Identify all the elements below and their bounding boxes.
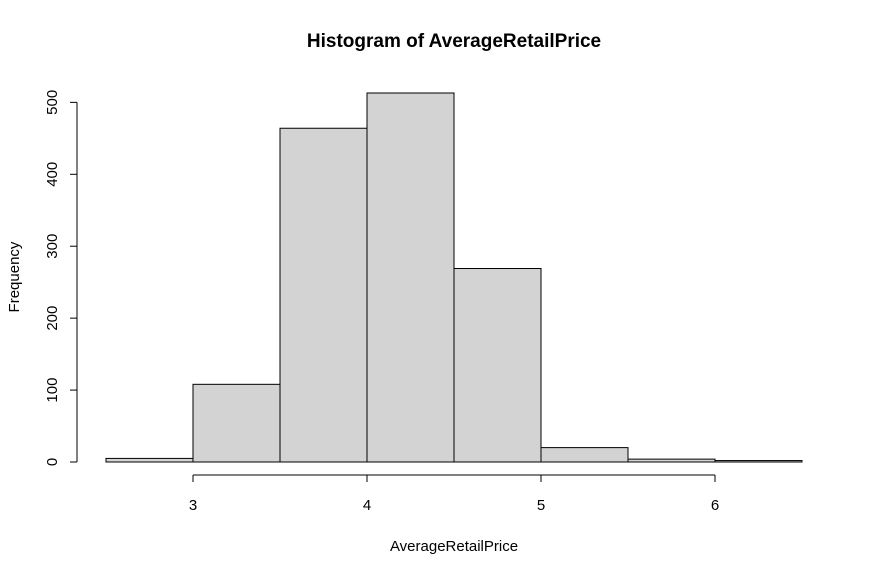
y-tick-label: 300 bbox=[44, 234, 61, 259]
histogram-bar bbox=[366, 92, 455, 463]
histogram-bar bbox=[105, 457, 194, 463]
y-tick-label: 0 bbox=[44, 458, 61, 466]
histogram-bar bbox=[627, 458, 716, 463]
histogram-bar bbox=[192, 383, 281, 463]
y-tick-label: 500 bbox=[44, 90, 61, 115]
y-tick-label: 400 bbox=[44, 162, 61, 187]
histogram-bar bbox=[279, 127, 368, 463]
x-tick-label: 5 bbox=[537, 497, 545, 514]
y-tick-label: 100 bbox=[44, 378, 61, 403]
y-axis-label: Frequency bbox=[6, 241, 23, 312]
x-tick-label: 4 bbox=[363, 497, 371, 514]
histogram-bar bbox=[714, 460, 803, 463]
x-tick-label: 3 bbox=[189, 497, 197, 514]
y-tick-label: 200 bbox=[44, 306, 61, 331]
histogram-bar bbox=[540, 447, 629, 463]
x-axis-label: AverageRetailPrice bbox=[390, 538, 518, 555]
x-tick-label: 6 bbox=[711, 497, 719, 514]
y-axis: 0 100 200 300 400 500 bbox=[44, 90, 78, 466]
x-axis: 3 4 5 6 bbox=[189, 474, 719, 514]
histogram-bars bbox=[105, 92, 803, 463]
histogram-bar bbox=[453, 268, 542, 463]
chart-title: Histogram of AverageRetailPrice bbox=[307, 31, 601, 52]
